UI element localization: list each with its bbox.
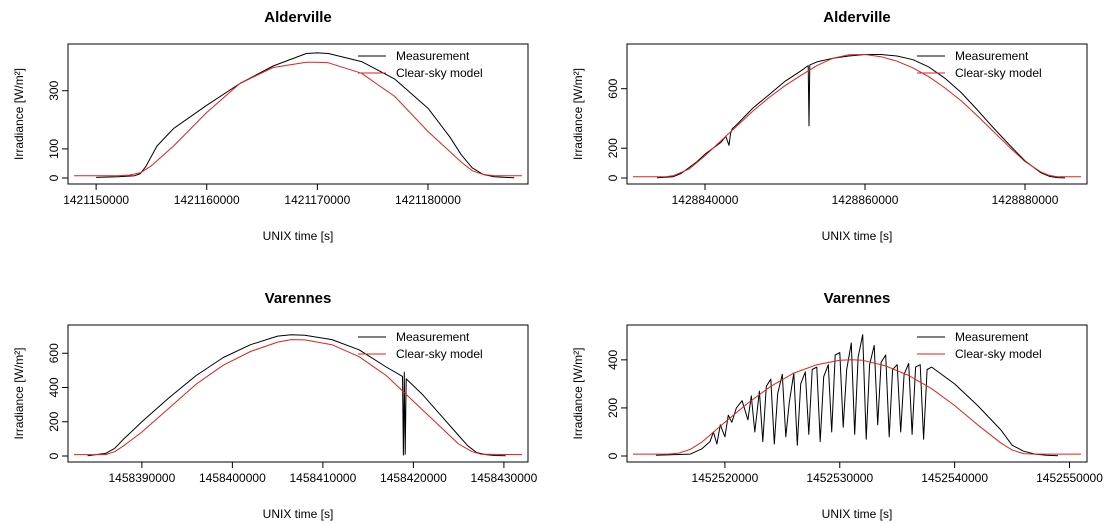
x-tick-label: 1421180000 bbox=[395, 193, 461, 207]
legend-label: Clear-sky model bbox=[955, 347, 1042, 361]
series-line-clear-sky-model bbox=[633, 54, 1081, 178]
legend-label: Clear-sky model bbox=[396, 66, 483, 80]
y-tick-label: 0 bbox=[47, 174, 61, 181]
y-tick-label: 0 bbox=[606, 174, 620, 181]
series-group bbox=[74, 334, 523, 457]
x-tick-label: 1458400000 bbox=[199, 471, 266, 485]
x-tick-label: 1421160000 bbox=[174, 193, 240, 207]
y-axis-label: Irradiance [W/m²] bbox=[571, 347, 585, 439]
chart-panel-3: Varennes 1458390000 1458400000 1458410000 14… bbox=[12, 290, 538, 521]
x-axis-label: UNIX time [s] bbox=[822, 229, 893, 243]
x-tick-label: 1458430000 bbox=[471, 471, 538, 485]
x-tick-label: 1452550000 bbox=[1036, 471, 1103, 485]
x-axis-label: UNIX time [s] bbox=[263, 507, 334, 521]
y-tick-label: 0 bbox=[47, 452, 61, 459]
y-axis-label: Irradiance [W/m²] bbox=[12, 68, 26, 160]
y-tick-label: 200 bbox=[606, 398, 620, 418]
y-tick-label: 600 bbox=[606, 78, 620, 98]
series-line-measurement bbox=[87, 334, 506, 457]
x-tick-label: 1452520000 bbox=[692, 471, 759, 485]
chart-title: Varennes bbox=[824, 290, 891, 307]
series-group bbox=[633, 334, 1081, 457]
y-tick-label: 200 bbox=[606, 138, 620, 158]
legend-label: Clear-sky model bbox=[955, 66, 1042, 80]
x-axis-label: UNIX time [s] bbox=[263, 229, 334, 243]
legend-label: Clear-sky model bbox=[396, 347, 483, 361]
series-line-measurement bbox=[655, 334, 1059, 457]
y-tick-label: 300 bbox=[47, 80, 61, 100]
chart-panel-2: Alderville 1428840000 1428860000 1428880000… bbox=[571, 9, 1088, 243]
series-line-clear-sky-model bbox=[633, 359, 1081, 455]
x-tick-label: 1458410000 bbox=[290, 471, 357, 485]
x-tick-label: 1452540000 bbox=[921, 471, 988, 485]
legend-label: Measurement bbox=[396, 330, 470, 344]
y-axis-label: Irradiance [W/m²] bbox=[571, 68, 585, 160]
x-tick-label: 1458420000 bbox=[380, 471, 447, 485]
plot-frame bbox=[626, 43, 1088, 185]
series-line-clear-sky-model bbox=[74, 339, 523, 456]
y-tick-label: 100 bbox=[47, 139, 61, 159]
x-tick-label: 1428860000 bbox=[832, 193, 899, 207]
chart-title: Varennes bbox=[265, 290, 332, 307]
y-axis-label: Irradiance [W/m²] bbox=[12, 347, 26, 439]
plot-frame bbox=[67, 324, 529, 463]
chart-panel-1: Alderville 1421150000 1421160000 1421170000… bbox=[12, 9, 529, 243]
x-tick-label: 1428880000 bbox=[992, 193, 1059, 207]
legend-label: Measurement bbox=[955, 330, 1029, 344]
chart-title: Alderville bbox=[823, 9, 891, 26]
y-tick-label: 400 bbox=[606, 350, 620, 370]
y-tick-label: 0 bbox=[606, 452, 620, 459]
series-group bbox=[633, 54, 1081, 179]
series-group bbox=[74, 52, 522, 179]
chart-panel-4: Varennes 1452520000 1452530000 1452540000 14… bbox=[571, 290, 1103, 521]
y-tick-label: 200 bbox=[47, 411, 61, 431]
y-tick-label: 600 bbox=[47, 343, 61, 363]
x-tick-label: 1452530000 bbox=[806, 471, 873, 485]
series-line-clear-sky-model bbox=[74, 61, 522, 177]
chart-title: Alderville bbox=[264, 9, 332, 26]
plot-frame bbox=[67, 43, 529, 185]
x-tick-label: 1421150000 bbox=[63, 193, 129, 207]
x-tick-label: 1421170000 bbox=[284, 193, 350, 207]
series-line-measurement bbox=[96, 52, 515, 179]
x-tick-label: 1428840000 bbox=[672, 193, 739, 207]
legend-label: Measurement bbox=[955, 49, 1029, 63]
legend-label: Measurement bbox=[396, 49, 470, 63]
x-tick-label: 1458390000 bbox=[109, 471, 176, 485]
plot-frame bbox=[626, 324, 1088, 463]
y-tick-label: 400 bbox=[47, 377, 61, 397]
x-axis-label: UNIX time [s] bbox=[822, 507, 893, 521]
